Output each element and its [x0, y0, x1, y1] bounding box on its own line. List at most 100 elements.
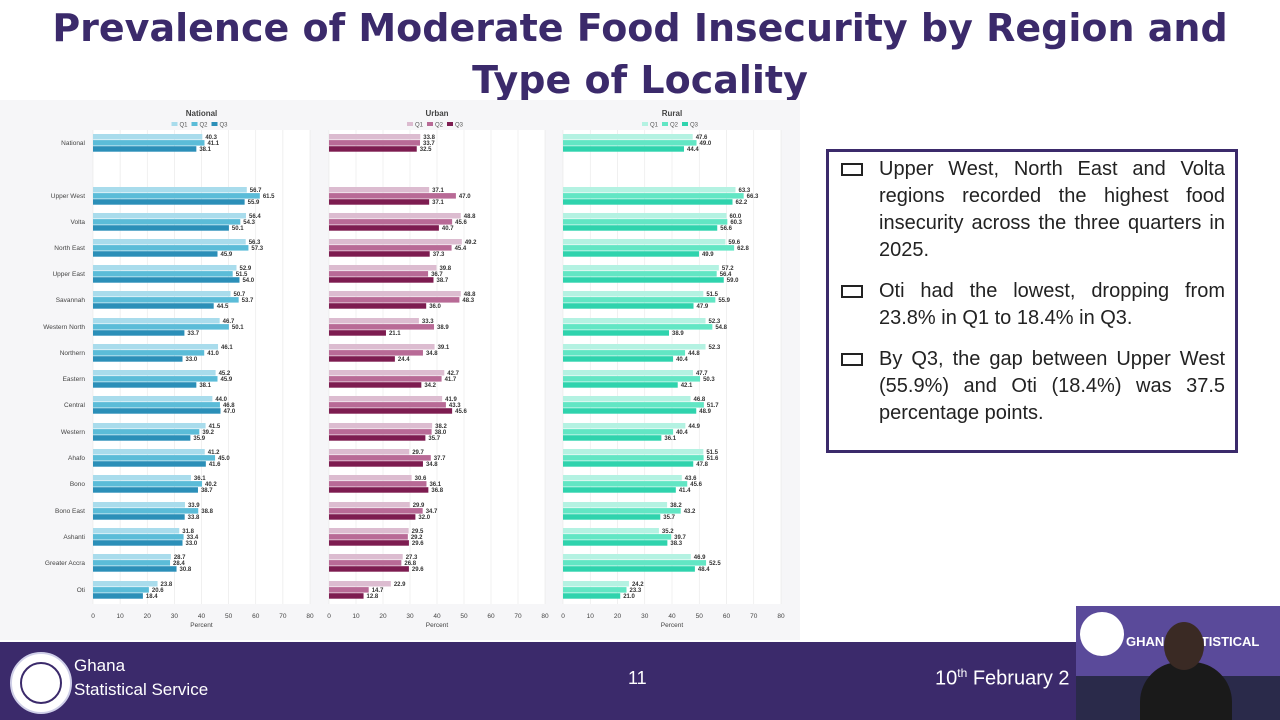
bar [329, 475, 412, 481]
bar [563, 370, 693, 376]
data-label: 56.7 [250, 188, 262, 194]
bar [93, 554, 171, 560]
bar [563, 481, 688, 487]
data-label: 46.7 [223, 319, 235, 325]
data-label: 51.5 [706, 450, 718, 456]
bar [563, 219, 728, 225]
legend-label: Q1 [650, 123, 659, 129]
data-label: 36.1 [194, 476, 206, 482]
data-label: 34.7 [426, 509, 438, 515]
bar [93, 581, 158, 587]
category-label: Ahafo [68, 455, 85, 462]
bar [93, 534, 184, 540]
bar [93, 587, 149, 593]
data-label: 29.9 [413, 503, 425, 509]
data-label: 38.0 [435, 430, 447, 436]
data-label: 38.7 [436, 278, 448, 284]
legend-label: Q3 [455, 123, 464, 129]
bar [93, 225, 229, 231]
bar [93, 219, 241, 225]
bar [563, 213, 727, 219]
bar [329, 554, 403, 560]
data-label: 51.7 [707, 403, 719, 409]
data-label: 50.7 [234, 292, 246, 298]
bar [93, 356, 183, 362]
category-label: Bono [70, 481, 86, 488]
data-label: 47.0 [459, 194, 471, 200]
bar [563, 502, 668, 508]
bar [563, 239, 726, 245]
bar [329, 199, 430, 205]
data-label: 37.3 [433, 252, 445, 258]
legend-swatch [171, 122, 178, 126]
data-label: 61.5 [263, 194, 275, 200]
organization-name: Ghana Statistical Service [74, 654, 208, 702]
data-label: 45.6 [690, 482, 702, 488]
bar [563, 435, 662, 441]
category-label: Upper West [51, 193, 85, 200]
data-label: 36.8 [431, 488, 443, 494]
data-label: 36.7 [431, 272, 443, 278]
bar [93, 193, 260, 199]
data-label: 39.2 [202, 430, 214, 436]
data-label: 47.0 [223, 409, 235, 415]
bar [329, 396, 443, 402]
bar [329, 429, 432, 435]
bar [329, 376, 442, 382]
data-label: 45.6 [455, 220, 467, 226]
bar [329, 370, 445, 376]
tick-label: 40 [433, 613, 441, 620]
data-label: 37.1 [432, 200, 444, 206]
data-label: 29.7 [412, 450, 424, 456]
bar [329, 134, 421, 140]
data-label: 51.5 [706, 292, 718, 298]
charts-svg: National Q1 Q2 Q3 0 10 20 30 40 50 60 70 80 Percent Na… [43, 109, 785, 629]
category-label: Savannah [56, 297, 86, 304]
gss-logo-ring-icon [20, 662, 62, 704]
bar [563, 318, 706, 324]
data-label: 47.6 [696, 135, 708, 141]
video-logo [1080, 612, 1124, 656]
data-label: 51.5 [236, 272, 248, 278]
data-label: 29.6 [412, 541, 424, 547]
tick-label: 40 [668, 613, 676, 620]
bar [93, 514, 185, 520]
bar [329, 350, 423, 356]
bar [93, 487, 198, 493]
bar [563, 461, 694, 467]
chart-area: National Q1 Q2 Q3 0 10 20 30 40 50 60 70 80 Percent Na… [0, 100, 800, 640]
data-label: 38.2 [670, 503, 682, 509]
data-label: 32.5 [420, 147, 432, 153]
bar [93, 277, 240, 283]
data-label: 29.2 [411, 535, 423, 541]
data-label: 38.1 [199, 147, 211, 153]
page-number: 11 [628, 668, 647, 688]
finding-3: By Q3, the gap between Upper West (55.9%… [841, 346, 1225, 427]
data-label: 38.3 [670, 541, 682, 547]
bar [563, 560, 707, 566]
data-label: 14.7 [372, 588, 384, 594]
data-label: 52.3 [709, 345, 721, 351]
bar [563, 344, 706, 350]
data-label: 35.2 [662, 529, 674, 535]
checkbox-bullet-icon [841, 353, 863, 366]
data-label: 18.4 [146, 594, 158, 600]
finding-1: Upper West, North East and Volta regions… [841, 156, 1225, 264]
data-label: 23.3 [629, 588, 641, 594]
bar [329, 481, 427, 487]
data-label: 46.8 [694, 397, 706, 403]
category-label: Volta [71, 219, 86, 226]
legend-swatch [191, 122, 198, 126]
bar [563, 382, 678, 388]
bar [329, 291, 461, 297]
tick-label: 0 [327, 613, 331, 620]
data-label: 33.7 [187, 331, 199, 337]
chart-title: Rural [662, 109, 682, 118]
bar [563, 356, 674, 362]
data-label: 52.9 [239, 266, 251, 272]
date-rest: February 2 [967, 667, 1070, 690]
bar [93, 265, 237, 271]
bar [563, 265, 719, 271]
bar [563, 396, 691, 402]
legend-label: Q2 [200, 123, 209, 129]
